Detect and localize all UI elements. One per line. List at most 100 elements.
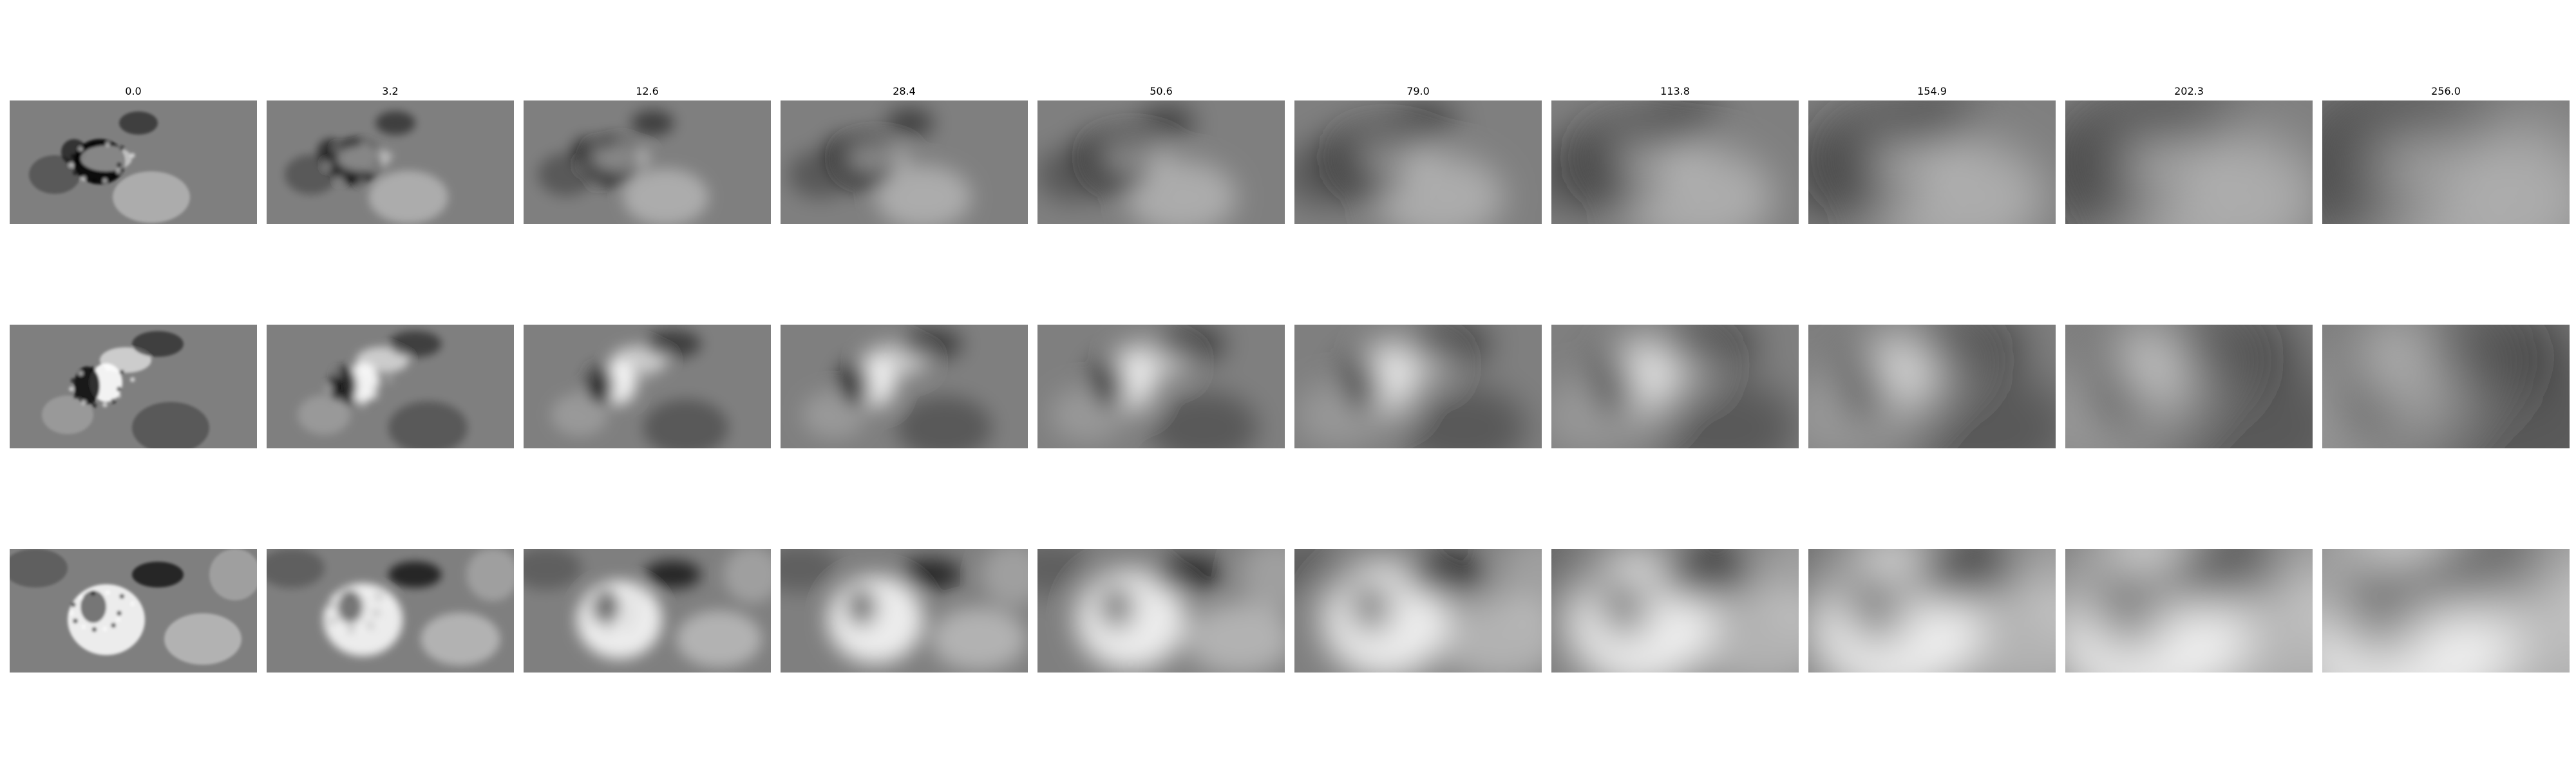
image-blob [132,331,184,357]
image-detail [80,624,86,629]
image-panel [1551,325,1799,448]
image-blob [723,549,771,604]
image-detail [362,141,368,147]
image-detail [374,162,379,167]
image-detail [359,626,365,632]
image-detail [90,366,96,372]
image-detail [643,377,649,383]
image-detail [117,386,122,392]
image-panel [1037,100,1285,224]
image-detail [347,142,353,148]
image-blob [1037,147,1110,202]
image-detail [633,145,639,151]
image-detail [625,622,630,628]
image-blob [551,393,608,437]
image-detail [374,611,379,616]
image-blob [68,584,145,655]
image-panel [1037,549,1285,673]
image-blob [643,399,729,448]
image-blob [1808,549,1871,612]
image-blob [623,168,709,224]
image-detail [335,595,341,600]
image-panel [524,325,771,448]
image-blob [981,549,1028,607]
image-detail [102,402,108,408]
image-detail [78,595,84,600]
image-blob [1152,556,1226,593]
image-detail [330,618,335,624]
image-detail [91,403,97,408]
image-detail [619,589,625,595]
image-blob [100,347,151,373]
image-blob [644,329,701,359]
image-detail [605,627,611,633]
image-blob [1239,549,1285,611]
image-detail [386,601,392,607]
column-title: 12.6 [636,85,659,97]
image-blob [592,589,621,625]
image-blob [1656,325,1757,369]
image-detail [326,386,331,392]
image-detail [629,169,635,174]
image-blob [846,587,878,627]
image-blob [2322,114,2399,224]
image-detail [115,169,121,174]
image-detail [605,403,611,408]
image-detail [619,365,625,371]
image-detail [643,153,649,158]
image-blob [538,153,595,196]
image-detail [348,403,354,408]
image-detail [630,162,636,167]
image-blob [29,155,80,194]
image-blob [788,150,852,199]
image-blob [1656,549,1757,600]
image-blob [2355,116,2570,224]
image-panel [10,100,257,224]
image-detail [629,617,635,622]
image-detail [604,590,610,596]
image-blob [388,401,468,448]
image-detail [330,394,335,399]
image-panel [2322,325,2570,448]
image-detail [327,153,333,159]
image-blob [2273,549,2313,637]
image-detail [105,141,111,147]
image-detail [337,624,343,629]
image-blob [421,612,500,666]
image-panel [524,100,771,224]
column-title: 154.9 [1917,85,1947,97]
image-detail [115,393,121,398]
image-blob [1808,130,1883,219]
image-blob [1551,137,1625,213]
image-detail [111,174,117,180]
image-blob [2142,358,2313,448]
image-blob [1294,549,1355,600]
image-blob [298,395,351,435]
image-detail [69,386,74,392]
image-blob [1551,549,1613,606]
image-detail [625,398,630,404]
column-title: 0.0 [125,85,142,97]
image-detail [91,627,97,633]
image-detail [633,369,639,375]
image-blob [676,610,762,668]
image-detail [594,624,600,629]
image-detail [587,170,592,175]
image-blob [388,561,442,588]
image-blob [802,390,866,439]
image-detail [359,402,365,408]
image-blob [1098,584,1135,630]
image-detail [592,146,598,152]
image-blob [1598,575,1649,638]
image-detail [70,153,76,159]
image-blob [336,145,390,172]
image-detail [326,162,331,167]
image-detail [630,386,636,392]
image-detail [584,153,590,159]
image-blob [80,591,106,623]
image-detail [376,593,382,599]
image-blob [1437,596,1542,673]
image-detail [372,169,378,174]
image-detail [119,145,125,151]
image-detail [326,610,331,616]
